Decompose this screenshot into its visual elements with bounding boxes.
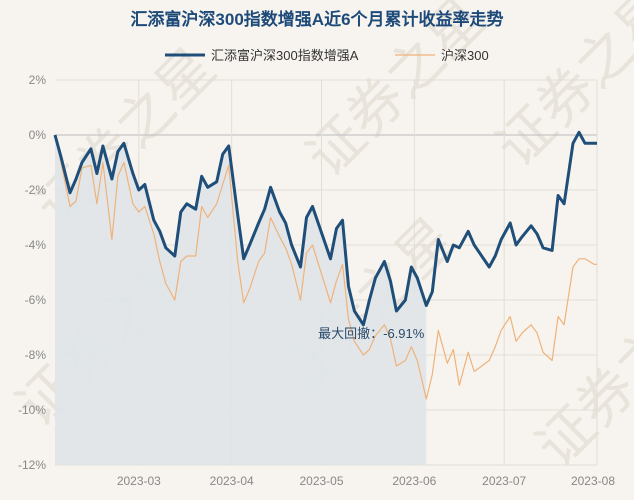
chart-title: 汇添富沪深300指数增强A近6个月累计收益率走势 xyxy=(130,9,503,29)
watermark-text: 证券之星 xyxy=(524,276,634,480)
y-tick-label: 2% xyxy=(29,73,47,87)
y-tick-label: -10% xyxy=(18,403,46,417)
series-line-fund xyxy=(53,130,597,327)
annotation-label: 最大回撤：-6.91% xyxy=(318,326,425,341)
x-tick-label: 2023-05 xyxy=(299,474,343,488)
legend: 汇添富沪深300指数增强A 沪深300 xyxy=(165,48,489,63)
legend-label-series-2: 沪深300 xyxy=(441,48,489,63)
y-tick-label: -2% xyxy=(25,183,47,197)
series-line-benchmark xyxy=(54,134,597,400)
x-tick-label: 2023-07 xyxy=(482,474,526,488)
legend-label-series-1: 汇添富沪深300指数增强A xyxy=(211,48,359,63)
y-tick-label: -12% xyxy=(18,458,46,472)
x-tick-label: 2023-06 xyxy=(392,474,436,488)
plot-area: 最大回撤：-6.91% xyxy=(53,79,598,466)
y-tick-label: -6% xyxy=(25,293,47,307)
x-tick-label: 2023-03 xyxy=(117,474,161,488)
y-axis: 2% 0% -2% -4% -6% -8% -10% -12% xyxy=(18,73,46,472)
x-axis: 2023-03 2023-04 2023-05 2023-06 2023-07 2023-… xyxy=(117,474,615,488)
x-tick-label: 2023-08 xyxy=(571,474,615,488)
watermark-text: 证券之星 xyxy=(484,0,634,180)
y-tick-label: -8% xyxy=(25,348,47,362)
y-tick-label: -4% xyxy=(25,238,47,252)
x-tick-label: 2023-04 xyxy=(210,474,254,488)
y-tick-label: 0% xyxy=(29,128,47,142)
